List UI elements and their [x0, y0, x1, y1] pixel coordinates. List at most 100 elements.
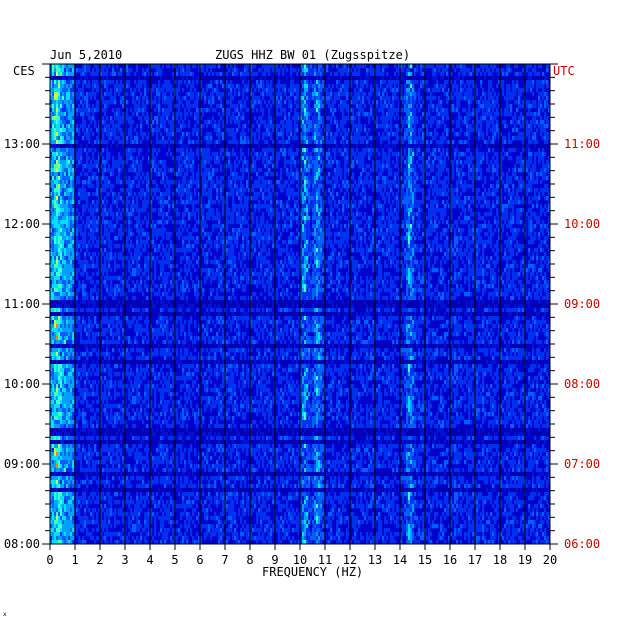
spectrogram-cell — [266, 144, 268, 148]
spectrogram-cell — [492, 136, 494, 140]
spectrogram-cell — [242, 124, 244, 128]
spectrogram-cell — [480, 152, 482, 156]
spectrogram-cell — [228, 156, 230, 160]
spectrogram-cell — [134, 148, 136, 152]
spectrogram-cell — [440, 108, 442, 112]
spectrogram-cell — [140, 128, 142, 132]
spectrogram-cell — [506, 76, 508, 80]
spectrogram-cell — [508, 180, 510, 184]
spectrogram-cell — [360, 64, 362, 68]
spectrogram-cell — [128, 156, 130, 160]
spectrogram-cell — [166, 80, 168, 84]
spectrogram-cell — [162, 124, 164, 128]
spectrogram-cell — [354, 136, 356, 140]
spectrogram-cell — [508, 92, 510, 96]
spectrogram-cell — [306, 104, 308, 108]
spectrogram-cell — [326, 180, 328, 184]
spectrogram-cell — [314, 116, 316, 120]
spectrogram-cell — [158, 160, 160, 164]
spectrogram-cell — [126, 92, 128, 96]
spectrogram-cell — [306, 188, 308, 192]
spectrogram-cell — [136, 172, 138, 176]
spectrogram-cell — [328, 124, 330, 128]
spectrogram-cell — [538, 92, 540, 96]
spectrogram-cell — [230, 116, 232, 120]
spectrogram-cell — [462, 164, 464, 168]
spectrogram-cell — [76, 112, 78, 116]
spectrogram-cell — [52, 136, 54, 140]
spectrogram-cell — [472, 64, 474, 68]
spectrogram-cell — [510, 144, 512, 148]
spectrogram-cell — [112, 72, 114, 76]
spectrogram-cell — [408, 152, 410, 156]
spectrogram-cell — [314, 92, 316, 96]
spectrogram-cell — [184, 164, 186, 168]
spectrogram-cell — [432, 104, 434, 108]
spectrogram-cell — [494, 168, 496, 172]
spectrogram-cell — [290, 68, 292, 72]
spectrogram-cell — [242, 160, 244, 164]
spectrogram-cell — [140, 124, 142, 128]
spectrogram-cell — [296, 168, 298, 172]
spectrogram-cell — [492, 64, 494, 68]
spectrogram-cell — [392, 140, 394, 144]
spectrogram-cell — [180, 184, 182, 188]
spectrogram-cell — [440, 112, 442, 116]
spectrogram-cell — [376, 168, 378, 172]
spectrogram-cell — [82, 112, 84, 116]
spectrogram-cell — [516, 64, 518, 68]
spectrogram-cell — [58, 140, 60, 144]
spectrogram-cell — [152, 160, 154, 164]
spectrogram-cell — [328, 148, 330, 152]
spectrogram-cell — [206, 144, 208, 148]
spectrogram-cell — [358, 132, 360, 136]
spectrogram-cell — [278, 104, 280, 108]
spectrogram-cell — [432, 152, 434, 156]
spectrogram-cell — [208, 144, 210, 148]
spectrogram-cell — [512, 76, 514, 80]
spectrogram-cell — [158, 72, 160, 76]
spectrogram-cell — [206, 120, 208, 124]
spectrogram-cell — [338, 128, 340, 132]
spectrogram-cell — [406, 108, 408, 112]
spectrogram-cell — [54, 140, 56, 144]
spectrogram-cell — [80, 156, 82, 160]
spectrogram-cell — [340, 120, 342, 124]
spectrogram-cell — [408, 104, 410, 108]
spectrogram-cell — [360, 176, 362, 180]
spectrogram-cell — [180, 136, 182, 140]
spectrogram-cell — [476, 92, 478, 96]
spectrogram-cell — [190, 176, 192, 180]
spectrogram-cell — [294, 120, 296, 124]
spectrogram-cell — [316, 80, 318, 84]
spectrogram-cell — [280, 176, 282, 180]
spectrogram-cell — [128, 72, 130, 76]
spectrogram-cell — [294, 128, 296, 132]
spectrogram-cell — [420, 76, 422, 80]
spectrogram-cell — [208, 84, 210, 88]
spectrogram-cell — [540, 188, 542, 192]
spectrogram-cell — [484, 100, 486, 104]
spectrogram-cell — [270, 84, 272, 88]
spectrogram-cell — [86, 104, 88, 108]
spectrogram-cell — [342, 112, 344, 116]
spectrogram-cell — [460, 176, 462, 180]
spectrogram-cell — [270, 148, 272, 152]
spectrogram-cell — [442, 132, 444, 136]
spectrogram-cell — [136, 136, 138, 140]
spectrogram-cell — [410, 140, 412, 144]
spectrogram-cell — [318, 108, 320, 112]
spectrogram-cell — [418, 144, 420, 148]
spectrogram-cell — [484, 96, 486, 100]
spectrogram-cell — [132, 112, 134, 116]
spectrogram-cell — [338, 88, 340, 92]
spectrogram-cell — [244, 88, 246, 92]
spectrogram-cell — [528, 160, 530, 164]
spectrogram-cell — [86, 136, 88, 140]
spectrogram-cell — [266, 64, 268, 68]
spectrogram-cell — [344, 160, 346, 164]
spectrogram-cell — [510, 176, 512, 180]
spectrogram-cell — [346, 76, 348, 80]
spectrogram-cell — [82, 96, 84, 100]
spectrogram-cell — [502, 148, 504, 152]
